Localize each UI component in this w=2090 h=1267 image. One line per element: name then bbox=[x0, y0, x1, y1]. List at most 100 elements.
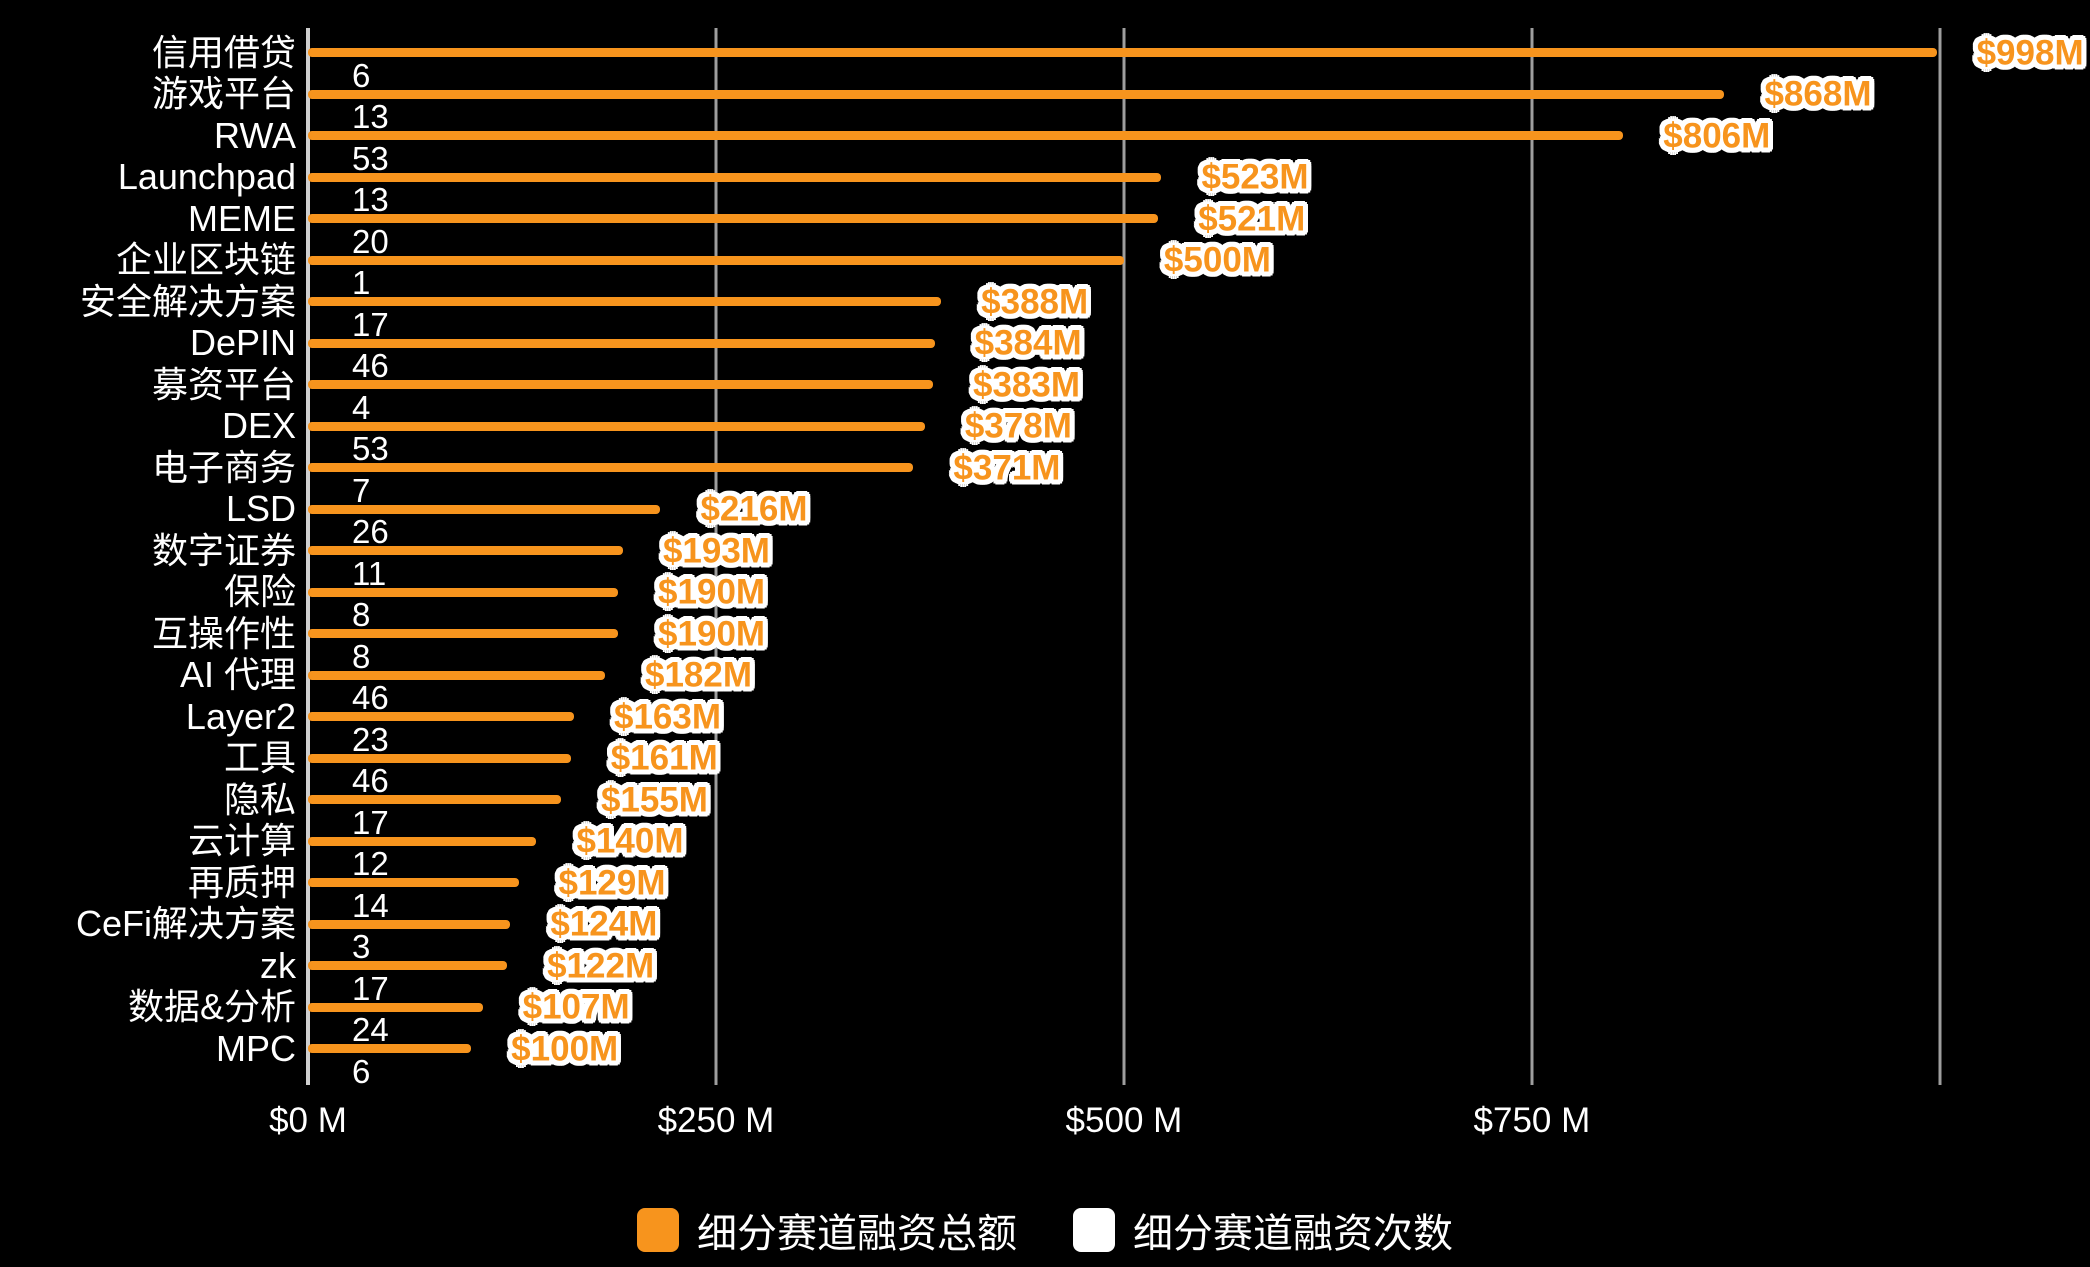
funding-count-label: 53 bbox=[352, 139, 389, 177]
category-label: 数据&分析 bbox=[127, 986, 296, 1027]
category-label: 安全解决方案 bbox=[79, 280, 296, 322]
x-axis-tick-label: $500 M bbox=[1065, 1101, 1183, 1140]
category-label: MEME bbox=[188, 197, 296, 239]
legend-item-total: 细分赛道融资总额 bbox=[637, 1201, 1017, 1259]
gridline bbox=[1530, 28, 1534, 1085]
funding-value-label: $521M bbox=[1198, 199, 1306, 238]
funding-bar bbox=[308, 919, 511, 929]
funding-count-label: 26 bbox=[352, 513, 389, 550]
funding-value-label: $163M bbox=[613, 697, 722, 736]
funding-value-label: $500M bbox=[1163, 240, 1271, 280]
funding-bar bbox=[308, 504, 661, 514]
funding-count-label: 20 bbox=[352, 222, 389, 260]
funding-bar bbox=[308, 795, 561, 804]
funding-count-label: 14 bbox=[352, 886, 389, 924]
funding-count-label: 1 bbox=[352, 264, 371, 301]
funding-count-label: 24 bbox=[352, 1011, 389, 1048]
funding-bar bbox=[308, 297, 942, 306]
funding-value-label: $216M bbox=[700, 489, 808, 529]
gridline bbox=[1122, 28, 1126, 1085]
funding-bar bbox=[308, 255, 1124, 265]
category-label: 企业区块链 bbox=[115, 239, 296, 280]
funding-value-label: $155M bbox=[600, 780, 708, 819]
category-label: 云计算 bbox=[187, 820, 296, 861]
category-label: CeFi解决方案 bbox=[75, 903, 296, 944]
legend: 细分赛道融资总额 细分赛道融资次数 bbox=[0, 1201, 2090, 1259]
funding-bar bbox=[308, 1002, 483, 1012]
funding-value-label: $806M bbox=[1663, 116, 1771, 155]
category-label: RWA bbox=[213, 114, 296, 156]
funding-count-label: 7 bbox=[352, 471, 371, 509]
funding-value-label: $388M bbox=[981, 282, 1089, 321]
funding-value-label: $384M bbox=[974, 323, 1082, 363]
category-label: DePIN bbox=[189, 322, 296, 363]
legend-label-total-funding: 细分赛道融资总额 bbox=[697, 1212, 1017, 1256]
plot-area: 6 $998M 13 $868M 53 $806M 13 $523M 20 $521M 1 $500M… bbox=[306, 28, 2090, 1088]
funding-value-label: $383M bbox=[973, 365, 1081, 404]
funding-count-label: 53 bbox=[352, 430, 389, 467]
funding-bar bbox=[308, 546, 623, 555]
legend-swatch-funding-count bbox=[1073, 1208, 1115, 1252]
funding-value-label: $523M bbox=[1201, 157, 1309, 197]
funding-bar bbox=[308, 629, 619, 638]
funding-count-label: 8 bbox=[352, 596, 371, 633]
category-label: 隐私 bbox=[223, 778, 296, 820]
funding-value-label: $998M bbox=[1976, 33, 2084, 72]
funding-value-label: $129M bbox=[558, 863, 666, 902]
funding-bar bbox=[308, 421, 925, 431]
category-label: 再质押 bbox=[187, 861, 296, 903]
funding-bar bbox=[308, 961, 508, 970]
category-label: zk bbox=[260, 944, 296, 986]
funding-count-label: 17 bbox=[352, 803, 389, 841]
funding-count-label: 46 bbox=[352, 679, 389, 716]
funding-value-label: $182M bbox=[645, 655, 753, 695]
funding-bar bbox=[308, 172, 1162, 182]
funding-value-label: $140M bbox=[576, 821, 684, 861]
funding-count-label: 23 bbox=[352, 720, 389, 758]
funding-value-label: $122M bbox=[547, 946, 655, 985]
funding-bar bbox=[308, 1044, 472, 1053]
funding-count-label: 8 bbox=[352, 637, 371, 675]
funding-count-label: 12 bbox=[352, 845, 389, 882]
x-axis-tick-label: $750 M bbox=[1473, 1101, 1591, 1140]
funding-count-label: 13 bbox=[352, 181, 389, 218]
category-label: Layer2 bbox=[185, 695, 296, 737]
funding-count-label: 4 bbox=[352, 388, 371, 426]
y-axis-line bbox=[306, 28, 310, 1085]
category-label: 数字证券 bbox=[151, 529, 296, 571]
gridline bbox=[714, 28, 718, 1085]
funding-bar bbox=[308, 753, 571, 763]
gridline bbox=[1938, 28, 1942, 1085]
funding-bar bbox=[308, 380, 933, 389]
funding-bar bbox=[308, 712, 574, 721]
funding-bar bbox=[308, 131, 1624, 140]
category-label: 电子商务 bbox=[151, 446, 296, 488]
category-label: Launchpad bbox=[117, 156, 296, 197]
funding-value-label: $100M bbox=[511, 1029, 619, 1068]
funding-value-label: $190M bbox=[658, 572, 766, 612]
funding-value-label: $868M bbox=[1764, 74, 1872, 114]
funding-value-label: $190M bbox=[658, 614, 766, 653]
funding-value-label: $161M bbox=[610, 738, 718, 778]
funding-count-label: 6 bbox=[352, 56, 371, 94]
funding-count-label: 3 bbox=[352, 928, 371, 965]
funding-bar bbox=[308, 878, 519, 887]
funding-bar bbox=[308, 338, 935, 348]
funding-bar bbox=[308, 463, 914, 472]
funding-value-label: $193M bbox=[662, 531, 770, 570]
funding-bar bbox=[308, 587, 619, 597]
category-label: 游戏平台 bbox=[151, 73, 296, 114]
legend-swatch-total-funding bbox=[637, 1208, 679, 1252]
funding-count-label: 46 bbox=[352, 347, 389, 384]
category-label: AI 代理 bbox=[179, 654, 296, 695]
category-label: 互操作性 bbox=[151, 612, 296, 654]
funding-value-label: $107M bbox=[522, 987, 630, 1027]
funding-bar bbox=[308, 836, 537, 846]
funding-value-label: $371M bbox=[953, 448, 1061, 487]
funding-bar bbox=[308, 48, 1937, 57]
category-label: 信用借贷 bbox=[151, 31, 296, 73]
funding-count-label: 17 bbox=[352, 969, 389, 1007]
x-axis-tick-label: $250 M bbox=[657, 1101, 775, 1140]
legend-item-count: 细分赛道融资次数 bbox=[1073, 1201, 1453, 1259]
funding-count-label: 11 bbox=[352, 554, 387, 592]
